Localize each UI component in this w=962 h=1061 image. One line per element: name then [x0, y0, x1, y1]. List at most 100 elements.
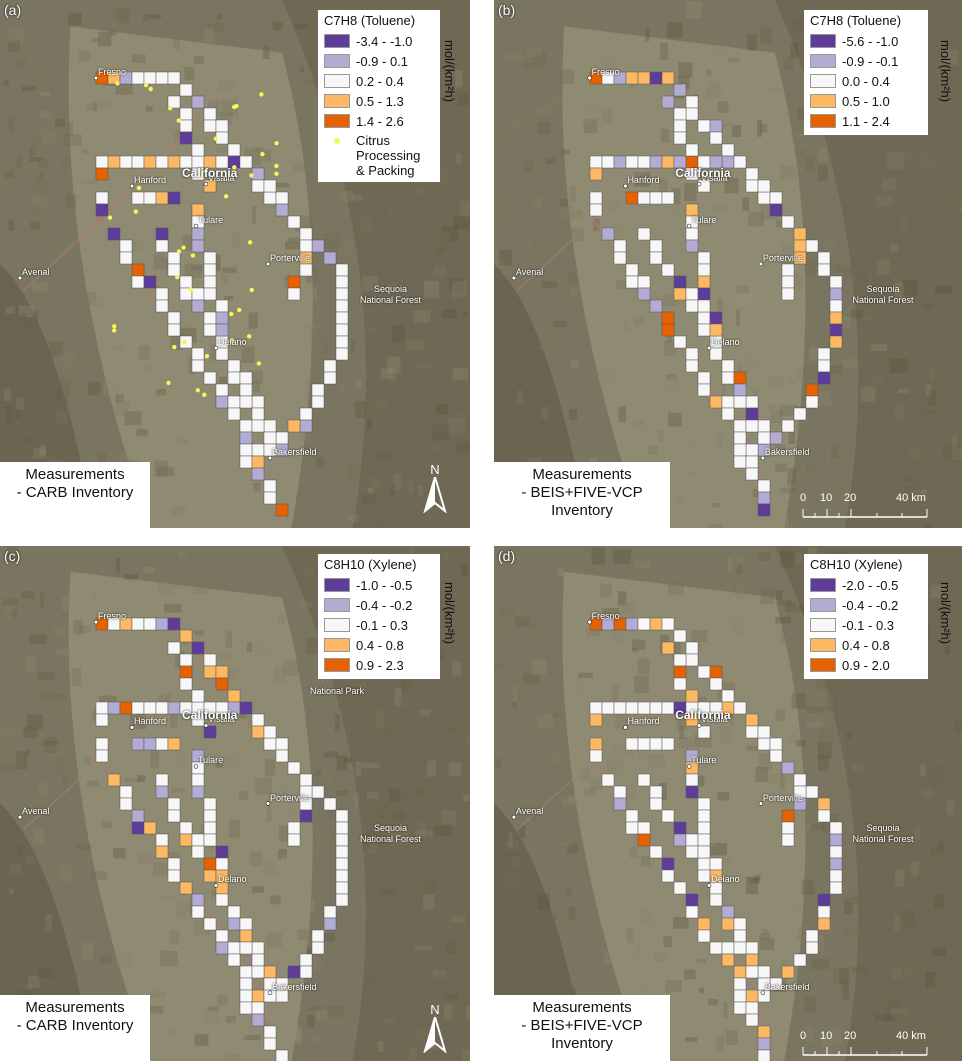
grid-cell	[745, 1013, 759, 1027]
grid-cell	[263, 1025, 277, 1039]
terrain-patch	[817, 391, 832, 407]
grid-cell	[817, 893, 831, 907]
terrain-patch	[919, 764, 926, 777]
grid-cell	[625, 263, 639, 277]
grid-cell	[589, 155, 603, 169]
grid-cell	[239, 989, 253, 1003]
city-label-delano: Delano	[711, 337, 740, 347]
citrus-facility-dot	[133, 209, 138, 214]
terrain-patch	[56, 648, 72, 655]
grid-cell	[733, 1001, 747, 1015]
grid-cell	[697, 371, 711, 385]
terrain-patch	[770, 96, 777, 112]
terrain-patch	[149, 991, 165, 999]
grid-cell	[637, 71, 651, 85]
terrain-patch	[419, 709, 431, 716]
terrain-patch	[728, 58, 740, 63]
grid-cell	[131, 71, 145, 85]
terrain-patch	[755, 874, 761, 881]
terrain-patch	[92, 710, 98, 721]
terrain-patch	[677, 75, 690, 90]
terrain-patch	[465, 729, 470, 746]
terrain-patch	[297, 601, 312, 609]
terrain-patch	[516, 390, 524, 404]
terrain-patch	[824, 454, 831, 461]
terrain-patch	[178, 550, 186, 558]
grid-cell	[167, 191, 181, 205]
grid-cell	[131, 737, 145, 751]
terrain-patch	[960, 732, 962, 745]
grid-cell	[191, 95, 205, 109]
terrain-patch	[708, 999, 718, 1006]
grid-cell	[299, 809, 313, 823]
terrain-patch	[733, 579, 740, 590]
grid-cell	[155, 617, 169, 631]
grid-cell	[119, 239, 133, 253]
terrain-patch	[418, 822, 428, 838]
terrain-patch	[861, 274, 868, 284]
grid-cell	[589, 749, 603, 763]
terrain-patch	[731, 618, 744, 636]
grid-cell	[215, 869, 229, 883]
terrain-patch	[571, 988, 577, 998]
terrain-patch	[717, 791, 730, 801]
terrain-patch	[62, 772, 67, 789]
grid-cell	[155, 833, 169, 847]
terrain-patch	[953, 193, 962, 208]
grid-cell	[613, 701, 627, 715]
terrain-patch	[326, 1006, 344, 1018]
citrus-facility-dot	[249, 287, 254, 293]
legend-label: -1.0 - -0.5	[356, 577, 413, 593]
terrain-patch	[114, 7, 128, 21]
grid-cell	[769, 203, 783, 217]
grid-cell	[757, 1049, 771, 1061]
terrain-patch	[518, 824, 526, 838]
terrain-patch	[533, 342, 548, 347]
grid-cell	[757, 479, 771, 493]
grid-cell	[227, 395, 241, 409]
terrain-patch	[949, 686, 959, 694]
terrain-patch	[63, 242, 74, 258]
terrain-patch	[115, 557, 121, 573]
terrain-patch	[288, 237, 299, 243]
grid-cell	[203, 857, 217, 871]
grid-cell	[191, 905, 205, 919]
scale-label: 0	[800, 1030, 807, 1042]
grid-cell	[685, 95, 699, 109]
grid-cell	[661, 191, 675, 205]
grid-cell	[697, 119, 711, 133]
terrain-patch	[339, 384, 346, 393]
city-marker	[587, 75, 592, 81]
grid-cell	[721, 689, 735, 703]
terrain-patch	[204, 1007, 219, 1026]
terrain-patch	[37, 672, 55, 680]
grid-cell	[239, 701, 253, 715]
terrain-patch	[422, 894, 435, 910]
grid-cell	[781, 275, 795, 289]
terrain-patch	[299, 66, 304, 73]
terrain-patch	[658, 430, 664, 443]
terrain-patch	[536, 714, 554, 729]
terrain-patch	[378, 1041, 384, 1052]
forest-label: Sequoia National Forest	[360, 284, 422, 305]
terrain-patch	[742, 197, 750, 211]
terrain-patch	[170, 19, 177, 25]
grid-cell	[805, 785, 819, 799]
terrain-patch	[805, 156, 815, 173]
terrain-patch	[82, 148, 89, 154]
terrain-patch	[437, 247, 446, 254]
map-panel-b: (b) C7H8 (Toluene) -5.6 - -1.0 -0.9 - -0…	[494, 0, 962, 528]
terrain-patch	[929, 388, 937, 406]
terrain-patch	[922, 408, 937, 415]
city-label-fresno: Fresno	[591, 611, 620, 622]
terrain-patch	[391, 325, 405, 343]
scale-label: 20	[844, 1030, 857, 1042]
grid-cell	[155, 299, 169, 313]
terrain-patch	[115, 391, 121, 397]
grid-cell	[637, 833, 651, 847]
terrain-patch	[817, 165, 828, 181]
terrain-patch	[124, 579, 143, 591]
legend-label: 0.0 - 0.4	[842, 73, 890, 89]
terrain-patch	[170, 711, 178, 728]
grid-cell	[745, 455, 759, 469]
